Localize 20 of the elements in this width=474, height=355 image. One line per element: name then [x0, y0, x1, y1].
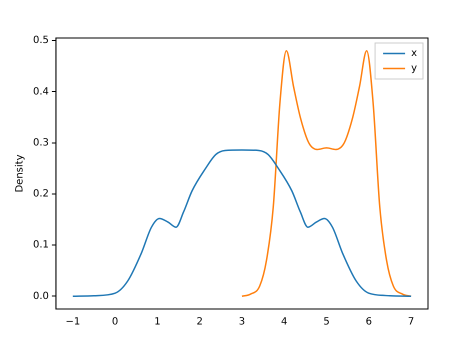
line-series	[241, 50, 412, 297]
y-tick-label: 0.1	[32, 240, 49, 251]
legend-label: y	[411, 63, 418, 74]
x-tick-label: 6	[366, 316, 372, 328]
x-tick-label: 0	[112, 316, 118, 328]
x-tick-label: 3	[238, 316, 246, 328]
y-tick-label: 0.4	[32, 86, 49, 98]
x-tick-label: 7	[408, 316, 414, 328]
y-tick-label: 0.3	[32, 137, 49, 148]
x-tick-label: 2	[196, 316, 203, 328]
x-tick-label: 1	[154, 316, 161, 328]
y-tick-label: 0.0	[32, 290, 49, 302]
y-axis-title: Density	[14, 154, 26, 193]
x-tick-label: −1	[65, 316, 80, 328]
y-tick-label: 0.2	[32, 188, 49, 200]
y-tick-label: 0.5	[32, 35, 49, 46]
x-tick-label: 4	[281, 316, 288, 328]
legend-label: x	[411, 48, 418, 60]
line-series	[72, 149, 412, 297]
x-tick-label: 5	[323, 316, 330, 328]
